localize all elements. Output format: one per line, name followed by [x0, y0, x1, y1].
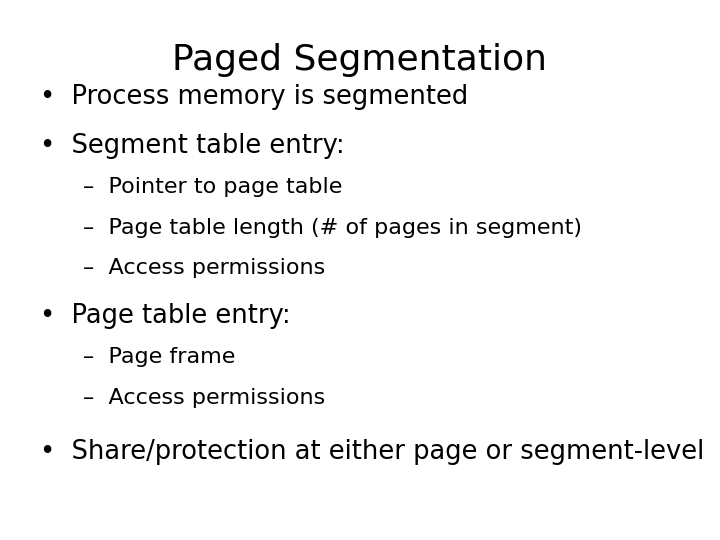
Text: •  Segment table entry:: • Segment table entry:	[40, 133, 344, 159]
Text: –  Access permissions: – Access permissions	[83, 258, 325, 279]
Text: •  Page table entry:: • Page table entry:	[40, 303, 290, 329]
Text: •  Share/protection at either page or segment-level: • Share/protection at either page or seg…	[40, 439, 704, 465]
Text: •  Process memory is segmented: • Process memory is segmented	[40, 84, 468, 110]
Text: Paged Segmentation: Paged Segmentation	[173, 43, 547, 77]
Text: –  Page table length (# of pages in segment): – Page table length (# of pages in segme…	[83, 218, 582, 238]
Text: –  Page frame: – Page frame	[83, 347, 235, 368]
Text: –  Access permissions: – Access permissions	[83, 388, 325, 408]
Text: –  Pointer to page table: – Pointer to page table	[83, 177, 342, 198]
